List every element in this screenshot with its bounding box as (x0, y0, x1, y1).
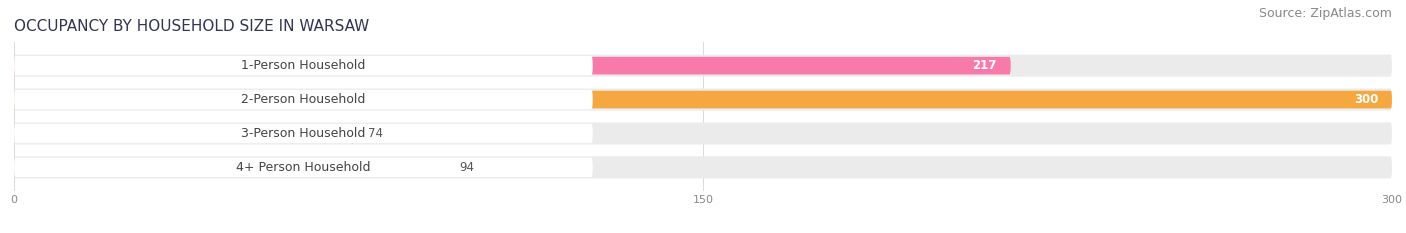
Text: 94: 94 (460, 161, 475, 174)
Text: OCCUPANCY BY HOUSEHOLD SIZE IN WARSAW: OCCUPANCY BY HOUSEHOLD SIZE IN WARSAW (14, 19, 370, 34)
Text: 2-Person Household: 2-Person Household (242, 93, 366, 106)
FancyBboxPatch shape (14, 57, 1011, 75)
FancyBboxPatch shape (14, 91, 1392, 108)
FancyBboxPatch shape (14, 124, 593, 143)
Text: 3-Person Household: 3-Person Household (242, 127, 366, 140)
Text: 300: 300 (1354, 93, 1378, 106)
FancyBboxPatch shape (14, 158, 593, 177)
Text: 217: 217 (973, 59, 997, 72)
FancyBboxPatch shape (14, 89, 1392, 111)
FancyBboxPatch shape (14, 56, 593, 75)
FancyBboxPatch shape (14, 90, 593, 109)
Text: Source: ZipAtlas.com: Source: ZipAtlas.com (1258, 7, 1392, 20)
FancyBboxPatch shape (14, 125, 354, 142)
FancyBboxPatch shape (14, 156, 1392, 178)
FancyBboxPatch shape (14, 55, 1392, 77)
Text: 1-Person Household: 1-Person Household (242, 59, 366, 72)
FancyBboxPatch shape (14, 122, 1392, 144)
Text: 4+ Person Household: 4+ Person Household (236, 161, 371, 174)
Text: 74: 74 (368, 127, 382, 140)
FancyBboxPatch shape (14, 158, 446, 176)
